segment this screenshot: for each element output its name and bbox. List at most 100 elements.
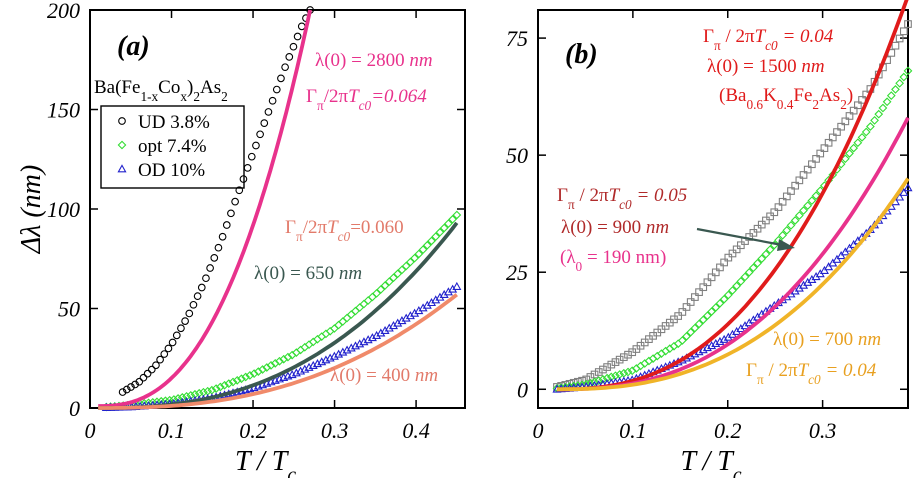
annotation: (Ba0.6K0.4Fe2As2)	[719, 85, 853, 112]
data-point	[431, 232, 441, 241]
data-point	[304, 340, 314, 349]
x-axis-title: T / Tc	[680, 446, 741, 478]
data-point	[222, 221, 231, 229]
data-point	[117, 164, 127, 173]
data-point	[376, 285, 386, 294]
data-point	[695, 288, 703, 296]
fit-curve	[557, 177, 910, 392]
data-point	[757, 254, 767, 264]
x-tick-label: 0.4	[402, 418, 430, 443]
x-tick-label: 0.1	[158, 418, 186, 443]
data-point	[698, 315, 708, 325]
data-point	[753, 258, 762, 268]
data-point	[824, 138, 833, 147]
annotation: Γπ/2πTc0=0.060	[285, 217, 404, 244]
data-point	[728, 286, 737, 295]
data-point	[410, 308, 420, 317]
annotation: λ(0) = 400 nm	[330, 365, 438, 386]
data-point	[874, 109, 884, 119]
data-point	[147, 365, 156, 374]
data-point	[266, 361, 276, 370]
data-point	[388, 320, 399, 330]
data-point	[346, 310, 356, 319]
fit-curve	[98, 293, 458, 410]
data-point	[694, 319, 704, 329]
data-point	[210, 254, 219, 262]
data-point	[189, 300, 198, 309]
data-point	[256, 130, 264, 139]
data-point	[611, 358, 620, 366]
data-point	[765, 245, 775, 255]
data-point	[895, 34, 904, 43]
legend-entry: opt 7.4%	[138, 136, 207, 157]
data-point	[253, 367, 263, 376]
data-point	[156, 355, 164, 364]
data-point	[690, 323, 700, 333]
data-point	[770, 208, 779, 217]
data-point	[903, 183, 913, 192]
data-point	[711, 303, 721, 312]
data-point	[118, 117, 126, 125]
data-point	[227, 209, 235, 218]
data-point	[281, 63, 289, 72]
panel-b-frame	[537, 9, 909, 409]
data-point	[393, 269, 403, 279]
data-point	[787, 187, 795, 195]
annotation: λ(0) = 2800 nm	[315, 50, 433, 71]
data-point	[202, 274, 210, 283]
data-point	[177, 393, 187, 402]
y-tick-label: 50	[506, 143, 528, 168]
data-point	[753, 224, 762, 233]
data-point	[808, 160, 816, 169]
data-point	[427, 236, 436, 246]
data-point	[736, 241, 745, 250]
y-tick-label: 25	[506, 260, 528, 285]
data-point	[231, 197, 239, 206]
data-point	[623, 367, 633, 377]
data-point	[241, 372, 251, 382]
data-point	[272, 85, 281, 94]
data-point	[127, 383, 135, 391]
data-point	[283, 352, 293, 362]
data-point	[228, 377, 238, 387]
data-point	[380, 281, 390, 290]
data-point	[215, 382, 225, 392]
x-axis-title: T / Tc	[235, 446, 296, 478]
data-point	[143, 369, 152, 378]
legend-title: Ba(Fe1-xCox)2As2	[94, 77, 228, 104]
annotation: λ(0) = 650 nm	[254, 263, 362, 284]
data-point	[828, 170, 838, 180]
y-tick-label: 150	[47, 98, 80, 123]
data-point	[716, 263, 724, 272]
data-point	[160, 350, 169, 358]
data-point	[812, 155, 820, 163]
data-point	[384, 323, 394, 332]
data-point	[870, 115, 879, 125]
data-point	[452, 281, 462, 290]
data-point	[135, 377, 144, 386]
data-point	[904, 20, 912, 28]
data-point	[736, 277, 746, 286]
data-point	[270, 358, 280, 368]
data-point	[206, 264, 214, 272]
data-point	[235, 186, 244, 195]
data-point	[744, 267, 754, 277]
data-point	[406, 257, 415, 267]
data-point	[224, 379, 234, 389]
data-point	[719, 294, 729, 304]
data-point	[117, 140, 127, 150]
data-point	[444, 219, 453, 229]
data-point	[422, 240, 432, 250]
data-point	[749, 229, 758, 237]
x-tick-label: 0	[85, 418, 96, 443]
data-point	[719, 334, 729, 343]
data-point	[245, 371, 255, 380]
data-point	[782, 192, 791, 201]
data-point	[691, 293, 699, 301]
data-point	[368, 292, 377, 302]
data-point	[602, 373, 612, 383]
data-point	[297, 22, 306, 31]
data-point	[740, 272, 750, 282]
data-point	[674, 312, 683, 320]
data-point	[351, 306, 360, 316]
